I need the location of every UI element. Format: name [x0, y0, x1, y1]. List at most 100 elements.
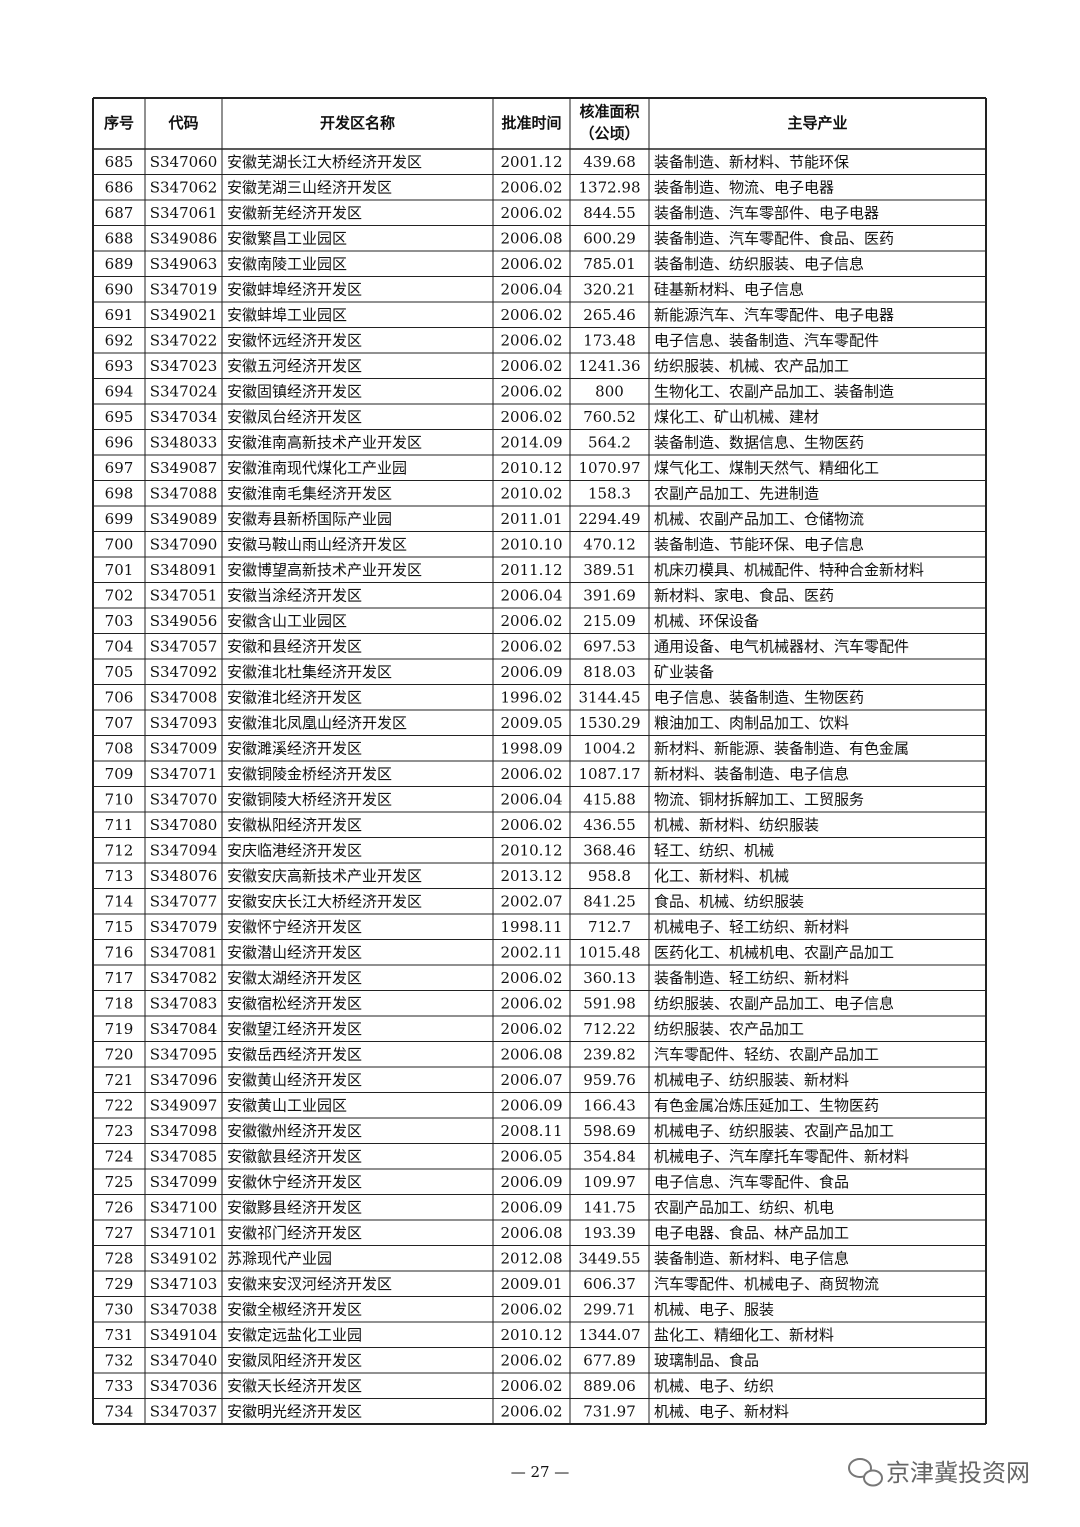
table-cell: 2006.02 [500, 1020, 562, 1038]
table-cell: 354.84 [583, 1147, 636, 1165]
header-cell: 核准面积 [579, 103, 639, 121]
table-cell: 食品、机械、纺织服装 [654, 892, 804, 910]
table-cell: 959.76 [583, 1071, 636, 1089]
table-cell: 机械、电子、新材料 [654, 1402, 789, 1420]
table-cell: 2006.08 [500, 1045, 562, 1063]
table-cell: 1344.07 [578, 1326, 640, 1344]
table-cell: 2006.09 [500, 1173, 562, 1191]
table-cell: 硅基新材料、电子信息 [654, 280, 804, 298]
table-cell: 安徽淮南现代煤化工产业园 [227, 459, 407, 477]
table-cell: 685 [105, 153, 134, 171]
table-cell: 安徽固镇经济开发区 [227, 382, 362, 400]
table-cell: 109.97 [583, 1173, 636, 1191]
table-cell: 安徽休宁经济开发区 [227, 1173, 362, 1191]
table-cell: 707 [105, 714, 134, 732]
table-cell: S347084 [150, 1020, 218, 1038]
table-cell: 692 [105, 331, 134, 349]
table-cell: 2010.02 [500, 484, 562, 502]
table-cell: S349102 [150, 1249, 218, 1267]
table-cell: 电子电器、食品、林产品加工 [654, 1224, 849, 1242]
table-cell: 安徽枞阳经济开发区 [227, 816, 362, 834]
table-cell: 2006.04 [500, 280, 562, 298]
table-cell: 2006.09 [500, 1198, 562, 1216]
table-cell: 722 [105, 1096, 134, 1114]
table-cell: 697 [105, 459, 134, 477]
table-cell: 装备制造、新材料、节能环保 [654, 153, 849, 171]
table-cell: 3144.45 [578, 688, 640, 706]
table-cell: 2002.07 [500, 892, 562, 910]
table-cell: 装备制造、轻工纺织、新材料 [654, 969, 849, 987]
table-cell: 691 [105, 306, 134, 324]
table-cell: 2006.02 [500, 612, 562, 630]
table-cell: 装备制造、纺织服装、电子信息 [654, 255, 864, 273]
table-cell: 机械、环保设备 [654, 612, 759, 630]
table-cell: 712 [105, 841, 134, 859]
table-cell: 安徽凤台经济开发区 [227, 408, 362, 426]
table-cell: 844.55 [583, 204, 636, 222]
table-cell: 安徽和县经济开发区 [227, 637, 362, 655]
table-cell: 687 [105, 204, 134, 222]
table-cell: 安徽芜湖三山经济开发区 [227, 178, 392, 196]
table-cell: 安徽明光经济开发区 [227, 1402, 362, 1420]
table-cell: 安徽寿县新桥国际产业园 [227, 510, 392, 528]
table-cell: S347090 [150, 535, 218, 553]
table-cell: S347051 [150, 586, 218, 604]
table-cell: 677.89 [583, 1351, 636, 1369]
table-cell: 玻璃制品、食品 [654, 1351, 759, 1369]
table-cell: 2011.12 [500, 561, 562, 579]
table-cell: 686 [105, 178, 134, 196]
table-cell: 710 [105, 790, 134, 808]
table-cell: 299.71 [583, 1300, 636, 1318]
table-cell: 436.55 [583, 816, 636, 834]
table-cell: 726 [105, 1198, 134, 1216]
table-cell: 安徽黄山工业园区 [227, 1096, 347, 1114]
table-cell: 机械电子、汽车摩托车零配件、新材料 [654, 1147, 909, 1165]
table-cell: S347008 [150, 688, 218, 706]
table-cell: 机械、农副产品加工、仓储物流 [654, 510, 864, 528]
table-cell: 723 [105, 1122, 134, 1140]
table-cell: 591.98 [583, 994, 636, 1012]
table-cell: 1004.2 [583, 739, 636, 757]
table-cell: 239.82 [583, 1045, 636, 1063]
table-cell: 安徽铜陵大桥经济开发区 [227, 790, 392, 808]
table-cell: 2006.02 [500, 357, 562, 375]
table-cell: 720 [105, 1045, 134, 1063]
table-cell: 苏滁现代产业园 [227, 1249, 332, 1267]
table-cell: 733 [105, 1377, 134, 1395]
table-cell: S347096 [150, 1071, 218, 1089]
table-cell: 2006.02 [500, 969, 562, 987]
table-cell: 702 [105, 586, 134, 604]
table-cell: 731.97 [583, 1402, 636, 1420]
table-cell: 703 [105, 612, 134, 630]
table-cell: 安徽黟县经济开发区 [227, 1198, 362, 1216]
table-cell: 2006.02 [500, 255, 562, 273]
table-cell: 2002.11 [500, 943, 562, 961]
table-cell: 730 [105, 1300, 134, 1318]
table-cell: 装备制造、新材料、电子信息 [654, 1249, 849, 1267]
table-cell: 2010.10 [500, 535, 562, 553]
table-cell: 564.2 [588, 433, 631, 451]
table-cell: 1530.29 [578, 714, 640, 732]
table-cell: 158.3 [588, 484, 631, 502]
table-cell: S347062 [150, 178, 218, 196]
table-cell: S348076 [150, 867, 218, 885]
header-cell: 开发区名称 [320, 114, 395, 132]
table-cell: 2006.02 [500, 204, 562, 222]
table-cell: S347022 [150, 331, 218, 349]
table-cell: 矿业装备 [654, 663, 714, 681]
table-cell: 2010.12 [500, 1326, 562, 1344]
table-cell: 368.46 [583, 841, 636, 859]
table-cell: 农副产品加工、纺织、机电 [654, 1198, 834, 1216]
table-cell: 安徽淮北凤凰山经济开发区 [227, 714, 407, 732]
table-cell: S349087 [150, 459, 218, 477]
table-cell: S347099 [150, 1173, 218, 1191]
table-cell: S349089 [150, 510, 218, 528]
table-cell: 711 [105, 816, 134, 834]
table-cell: 电子信息、装备制造、生物医药 [654, 688, 864, 706]
table-cell: 688 [105, 229, 134, 247]
table-cell: S347098 [150, 1122, 218, 1140]
table-cell: 2006.02 [500, 408, 562, 426]
table-cell: 安庆临港经济开发区 [227, 841, 362, 859]
table-cell: S347024 [150, 382, 218, 400]
